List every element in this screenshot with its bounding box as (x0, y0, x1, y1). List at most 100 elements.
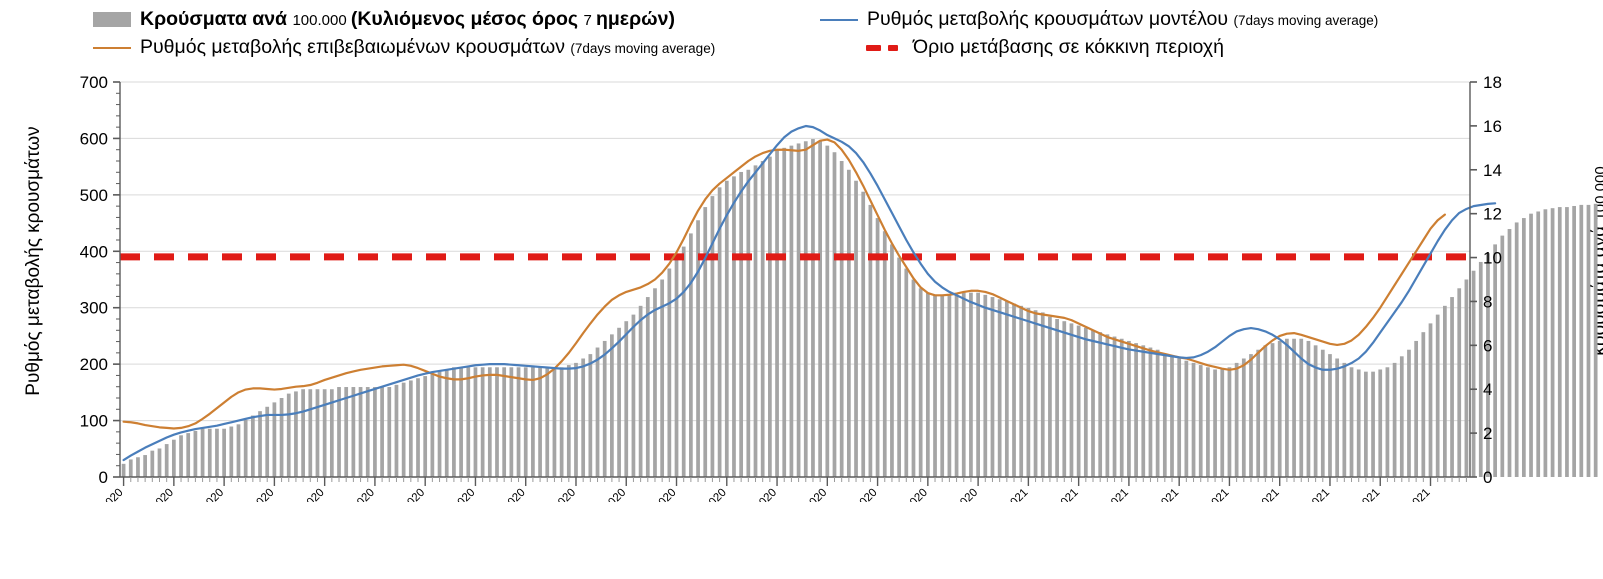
bar (315, 389, 320, 477)
bar (1385, 367, 1390, 477)
bar (1543, 209, 1548, 477)
bar (1313, 345, 1318, 477)
bar (976, 292, 980, 477)
x-axis-tick-label: 02/12/2020 (730, 487, 779, 502)
bar (344, 387, 349, 477)
bar (854, 180, 858, 477)
legend-item-model-rate[interactable]: Ρυθμός μεταβολής κρουσμάτων μοντέλου (7d… (820, 8, 1378, 31)
bar (1378, 369, 1383, 477)
bar (559, 367, 564, 477)
red-dashed-swatch-icon (866, 44, 904, 51)
bar (444, 369, 449, 477)
bar (1565, 207, 1569, 478)
bar (423, 376, 428, 477)
bar (1349, 367, 1354, 477)
y-axis-right-tick-label: 10 (1483, 249, 1502, 268)
bar (1004, 301, 1009, 477)
bar (164, 444, 169, 477)
bar (1234, 362, 1239, 477)
bar (861, 191, 866, 477)
y-axis-right-tick-label: 18 (1483, 73, 1502, 92)
bar (1170, 356, 1174, 477)
bar (516, 367, 521, 477)
x-axis-tick-label: 20/01/2021 (1082, 487, 1131, 502)
bar (1428, 323, 1433, 477)
legend-item-bars[interactable]: Κρούσματα ανά 100.000 (Κυλιόμενος μέσος … (93, 8, 675, 31)
bar (1435, 314, 1440, 477)
legend-item-red-threshold[interactable]: Όριο μετάβασης σε κόκκινη περιοχή (866, 36, 1224, 59)
y-axis-right-tick-label: 12 (1483, 205, 1502, 224)
bar (473, 367, 478, 477)
bar (839, 161, 844, 477)
x-axis-tick-label: 13/01/2021 (1032, 487, 1081, 502)
bar (250, 415, 255, 477)
bar (1593, 203, 1598, 477)
bar (358, 387, 363, 477)
y-axis-right-tick-label: 2 (1483, 424, 1492, 443)
x-axis-tick-label: 25/11/2020 (680, 487, 729, 502)
bar (846, 169, 851, 477)
bar (947, 294, 952, 477)
bar (1500, 235, 1505, 477)
legend-label-bars: Κρούσματα ανά 100.000 (Κυλιόμενος μέσος … (140, 8, 675, 30)
bar (1493, 244, 1497, 477)
x-axis-tick-label: 07/10/2020 (328, 487, 377, 502)
bar (638, 305, 643, 477)
bar (1536, 211, 1541, 477)
bar (782, 147, 787, 477)
bar (789, 145, 794, 477)
legend-item-confirmed-rate[interactable]: Ρυθμός μεταβολής επιβεβαιωμένων κρουσμάτ… (93, 36, 715, 59)
bar (1162, 354, 1167, 477)
bar (631, 314, 636, 477)
chart-svg: 0 100 200 300 400 500 600 700 0 2 4 6 8 10 12 14 16 18 02/… (77, 73, 1598, 502)
bar (1026, 308, 1031, 477)
bar (200, 428, 205, 477)
x-axis-tick-label: 28/10/2020 (479, 487, 528, 502)
orange-line-swatch-icon (93, 46, 131, 49)
bar (452, 367, 456, 477)
bar (890, 244, 894, 477)
bar (128, 459, 133, 477)
bar (768, 156, 772, 477)
x-axis-tick-label: 14/10/2020 (378, 487, 427, 502)
bar (301, 389, 305, 477)
bar (1213, 369, 1217, 477)
bar (373, 387, 377, 477)
bar (1134, 343, 1138, 477)
y-axis-left-tick-label: 400 (80, 242, 108, 261)
x-axis-tick-label: 04/11/2020 (530, 487, 579, 502)
bar (1141, 345, 1146, 477)
bar (803, 141, 808, 477)
bar (495, 367, 499, 477)
bar (911, 279, 916, 477)
bar (1184, 360, 1189, 477)
bar (1091, 329, 1095, 477)
bar (322, 389, 327, 477)
x-axis-tick-label: 17/02/2021 (1283, 487, 1332, 502)
bar (1557, 207, 1562, 478)
x-axis-tick-label: 16/12/2020 (831, 487, 880, 502)
x-axis-tick-label: 23/09/2020 (227, 487, 276, 502)
bar (394, 384, 399, 477)
bar (602, 340, 607, 477)
bar (1478, 261, 1483, 477)
bar (509, 367, 514, 477)
bar (660, 279, 665, 477)
legend-label-model-rate: Ρυθμός μεταβολής κρουσμάτων μοντέλου (7d… (867, 8, 1379, 30)
bar (236, 424, 241, 477)
bar (430, 373, 435, 477)
bar (746, 169, 751, 477)
bar (552, 367, 557, 477)
bar (1328, 354, 1332, 477)
bar (732, 176, 736, 477)
bar (207, 428, 212, 477)
bar (882, 231, 887, 477)
bar (940, 294, 945, 477)
bar (1486, 253, 1490, 477)
y-axis-left-tick-label: 700 (80, 73, 108, 92)
bar (437, 371, 442, 477)
bar (408, 380, 413, 477)
bar (667, 268, 672, 477)
bar (645, 297, 650, 477)
bar (272, 402, 277, 477)
